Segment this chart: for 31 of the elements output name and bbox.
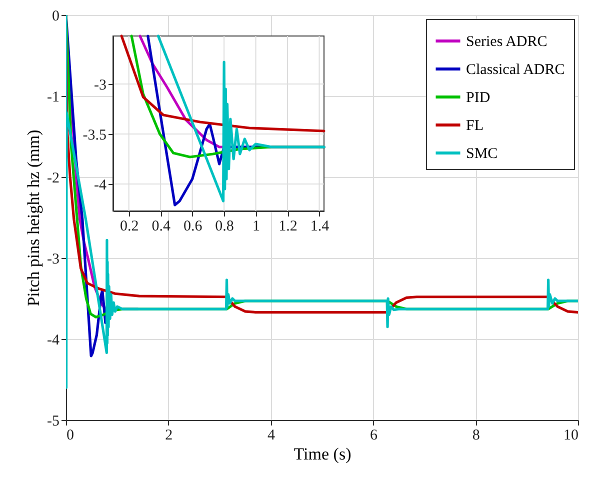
y-axis-title: Pitch pins height hz (mm) — [24, 130, 44, 306]
x-tick-label: 0.4 — [152, 218, 171, 234]
x-tick-label: 1 — [252, 218, 260, 234]
x-axis-title: Time (s) — [294, 444, 352, 464]
y-tick-label: -5 — [47, 414, 60, 430]
legend-label: Series ADRC — [466, 34, 548, 50]
y-tick-label: -4 — [47, 332, 60, 348]
x-tick-label: 0 — [66, 428, 74, 444]
x-tick-label: 0.2 — [120, 218, 139, 234]
y-tick-label: -3.5 — [82, 128, 106, 144]
y-tick-label: -1 — [47, 90, 60, 106]
y-tick-label: -2 — [47, 170, 60, 186]
x-tick-label: 0.8 — [215, 218, 234, 234]
x-tick-label: 6 — [370, 428, 378, 444]
line-series — [120, 34, 326, 132]
y-tick-label: -3 — [47, 252, 60, 268]
x-tick-label: 1.2 — [278, 218, 298, 234]
x-tick-label: 2 — [165, 428, 173, 444]
line-series — [66, 15, 578, 389]
legend-label: FL — [466, 118, 484, 134]
x-tick-label: 10 — [564, 428, 578, 444]
x-tick-label: 1.4 — [310, 218, 330, 234]
x-tick-label: 4 — [268, 428, 276, 444]
x-tick-label: 0.6 — [183, 218, 203, 234]
legend-label: PID — [466, 90, 490, 106]
legend-label: SMC — [466, 146, 498, 162]
y-tick-label: -4 — [94, 178, 107, 194]
legend-label: Classical ADRC — [466, 62, 565, 78]
y-tick-label: 0 — [52, 8, 60, 24]
y-tick-label: -3 — [94, 78, 106, 94]
x-tick-label: 8 — [472, 428, 480, 444]
